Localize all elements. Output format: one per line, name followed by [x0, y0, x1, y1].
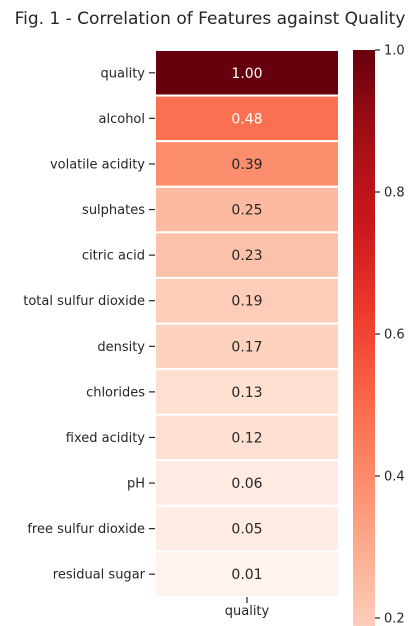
cell-value-label: 0.01 [231, 567, 262, 583]
cell-value-label: 0.05 [231, 522, 262, 538]
row-tick-label: free sulfur dioxide [27, 522, 145, 537]
row-tick-label: sulphates [82, 203, 145, 218]
cell-value-label: 0.13 [231, 385, 262, 401]
colorbar-ticks: 0.00.20.40.60.81.0 [375, 44, 405, 626]
cell-value-label: 0.12 [231, 430, 262, 446]
cell-value-label: 0.17 [231, 339, 262, 355]
colorbar [353, 50, 375, 626]
row-tick-label: alcohol [99, 112, 145, 127]
row-labels: quality alcohol volatile acidity sulphates c… [23, 66, 155, 583]
cell-value-label: 0.39 [231, 157, 262, 173]
heatmap-cell [154, 185, 340, 234]
cell-value-label: 0.23 [231, 248, 262, 264]
row-tick-label: pH [127, 477, 145, 492]
row-tick-label: residual sugar [53, 568, 146, 583]
colorbar-tick-label: 0.8 [384, 186, 405, 201]
cell-value-label: 0.19 [231, 294, 262, 310]
column-labels: quality [225, 597, 270, 619]
row-tick-label: quality [101, 66, 146, 81]
colorbar-tick-label: 0.2 [384, 612, 405, 626]
row-tick-label: citric acid [82, 249, 145, 264]
row-tick-label: total sulfur dioxide [23, 294, 145, 309]
cell-value-label: 0.25 [231, 203, 262, 219]
colorbar-tick-label: 0.6 [384, 328, 405, 343]
cell-value-label: 1.00 [231, 66, 262, 82]
chart-title: Fig. 1 - Correlation of Features against… [15, 9, 406, 29]
row-tick-label: volatile acidity [50, 157, 145, 172]
row-tick-label: density [97, 340, 145, 355]
colorbar-tick-label: 1.0 [384, 44, 405, 59]
cell-value-label: 0.06 [231, 476, 262, 492]
colorbar-tick-label: 0.4 [384, 470, 405, 485]
row-tick-label: chlorides [86, 385, 145, 400]
column-tick-label: quality [225, 604, 270, 619]
heatmap-cell [154, 550, 340, 599]
row-tick-label: fixed acidity [66, 431, 146, 446]
cell-value-label: 0.48 [231, 111, 262, 127]
heatmap-cell [154, 94, 340, 143]
heatmap-cell [154, 504, 340, 553]
heatmap-cells: 1.00 0.48 0.39 0.25 0.23 0.19 0.17 0.13 0.12 0.06… [154, 49, 340, 599]
